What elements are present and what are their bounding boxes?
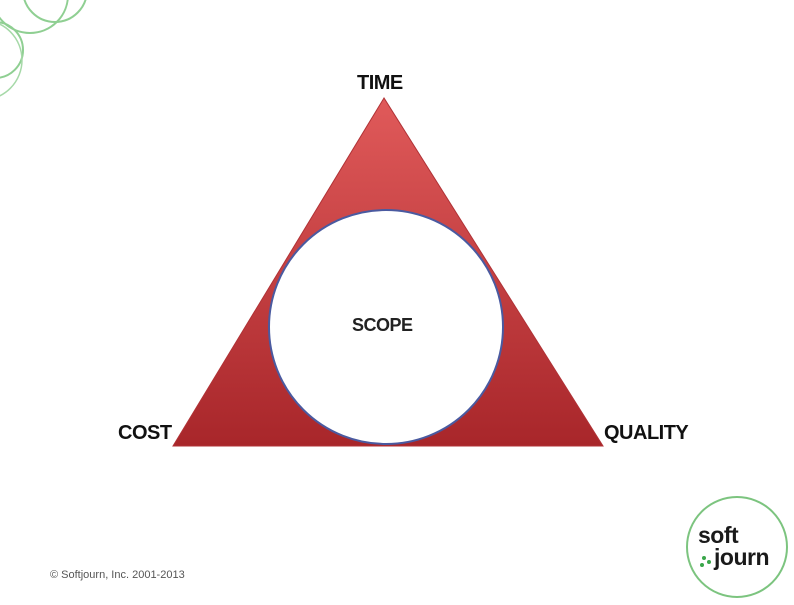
deco-circle-4 xyxy=(0,23,23,97)
copyright-text: © Softjourn, Inc. 2001-2013 xyxy=(50,569,185,581)
logo-dot-2 xyxy=(707,560,711,564)
scope-circle xyxy=(268,209,504,445)
softjourn-logo: soft journ xyxy=(686,496,788,598)
decorative-circles xyxy=(0,0,87,97)
deco-circle-1 xyxy=(23,0,87,23)
logo-text-soft: soft xyxy=(698,522,739,548)
deco-circle-2 xyxy=(0,0,69,34)
logo-dot-3 xyxy=(700,563,704,567)
logo-dot-1 xyxy=(702,556,706,560)
deco-circle-3 xyxy=(0,21,24,79)
center-label-scope: SCOPE xyxy=(352,315,413,335)
vertex-label-cost: COST xyxy=(118,422,172,444)
vertex-label-time: TIME xyxy=(357,72,403,94)
vertex-label-quality: QUALITY xyxy=(604,422,689,444)
logo-text-journ: journ xyxy=(714,544,770,570)
